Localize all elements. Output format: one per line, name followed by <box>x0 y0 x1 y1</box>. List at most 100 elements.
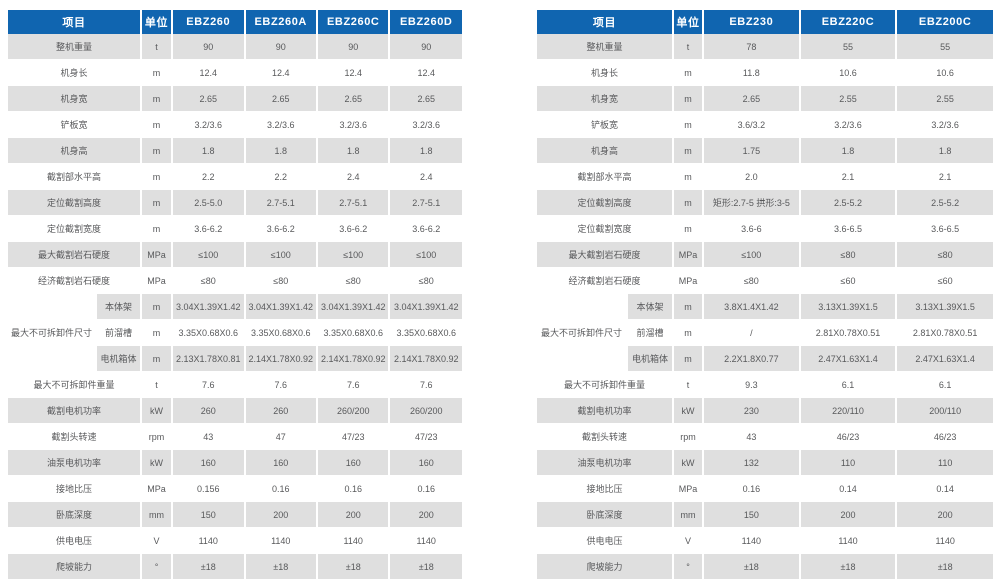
unit-cell: ° <box>673 553 705 580</box>
unit-cell: m <box>673 293 705 320</box>
table-row: 机身宽 m 2.65 2.55 2.55 <box>537 85 993 112</box>
value-cell: 1140 <box>703 527 801 554</box>
table-row: 最大不可拆卸件尺寸 本体架 m 3.04X1.39X1.42 3.04X1.39X1.4… <box>8 293 462 372</box>
spec-table-ebz230-series: 项目 单位 EBZ230 EBZ220C EBZ200C 整机重量 t 78 55 55 机身长 m 1… <box>537 10 993 580</box>
row-label-cell: 定位截割宽度 <box>8 215 143 242</box>
value-cell: 2.0 <box>703 163 801 190</box>
value-cell: 1140 <box>172 527 246 554</box>
value-cell: 2.55 <box>896 85 993 112</box>
value-cell: 260/200 <box>316 397 391 424</box>
value-cell: 46/23 <box>896 423 993 450</box>
value-cell: 3.6-6.5 <box>799 215 898 242</box>
value-cell: 3.35X0.68X0.6 <box>172 319 246 346</box>
value-cell: 矩形:2.7-5 拱形:3-5 <box>703 189 801 216</box>
value-cell: 1.8 <box>896 137 993 164</box>
value-cell: 3.04X1.39X1.42 <box>244 293 318 320</box>
unit-cell: MPa <box>673 241 705 268</box>
unit-cell: t <box>141 371 174 398</box>
table-row: 接地比压 MPa 0.156 0.16 0.16 0.16 <box>8 475 462 502</box>
row-label-cell: 机身宽 <box>8 85 143 112</box>
value-cell: ≤80 <box>172 267 246 294</box>
unit-cell: m <box>673 215 705 242</box>
value-cell: 160 <box>172 449 246 476</box>
group-label-cell: 最大不可拆卸件尺寸 <box>8 293 97 372</box>
value-cell: 3.2/3.6 <box>389 111 462 138</box>
value-cell: 2.14X1.78X0.92 <box>244 345 318 372</box>
value-cell: 3.2/3.6 <box>316 111 391 138</box>
row-label-cell: 卧底深度 <box>8 501 143 528</box>
value-cell: 2.55 <box>799 85 898 112</box>
unit-cell: kW <box>141 449 174 476</box>
value-cell: ±18 <box>172 553 246 580</box>
table-row: 经济截割岩石硬度 MPa ≤80 ≤60 ≤60 <box>537 267 993 294</box>
value-cell: 46/23 <box>799 423 898 450</box>
row-label-cell: 供电电压 <box>8 527 143 554</box>
value-cell: 3.6/3.2 <box>703 111 801 138</box>
value-cell: 150 <box>703 501 801 528</box>
header-model-column: EBZ260 <box>172 10 246 34</box>
value-cell: 0.16 <box>389 475 462 502</box>
header-model-column: EBZ230 <box>703 10 801 34</box>
row-label-cell: 机身长 <box>8 59 143 86</box>
table-row: 定位截割高度 m 矩形:2.7-5 拱形:3-5 2.5-5.2 2.5-5.2 <box>537 189 993 216</box>
value-cell: 12.4 <box>316 59 391 86</box>
unit-cell: m <box>673 345 705 372</box>
row-label-cell: 整机重量 <box>8 34 143 60</box>
value-cell: 2.65 <box>389 85 462 112</box>
row-label-cell: 定位截割高度 <box>8 189 143 216</box>
value-cell: 1140 <box>389 527 462 554</box>
row-label-cell: 爬坡能力 <box>537 553 675 580</box>
value-cell: 110 <box>799 449 898 476</box>
sub-label-cell: 前溜槽 <box>627 319 675 346</box>
value-cell: 2.14X1.78X0.92 <box>316 345 391 372</box>
value-cell: 1.8 <box>799 137 898 164</box>
value-cell: 3.04X1.39X1.42 <box>389 293 462 320</box>
value-cell: 200/110 <box>896 397 993 424</box>
group-label-cell: 最大不可拆卸件尺寸 <box>537 293 628 372</box>
row-label-cell: 整机重量 <box>537 34 675 60</box>
value-cell: 7.6 <box>389 371 462 398</box>
value-cell: 2.2 <box>244 163 318 190</box>
table-row: 定位截割高度 m 2.5-5.0 2.7-5.1 2.7-5.1 2.7-5.1 <box>8 189 462 216</box>
row-label-cell: 机身长 <box>537 59 675 86</box>
row-label-cell: 机身高 <box>8 137 143 164</box>
value-cell: ≤80 <box>316 267 391 294</box>
table-row: 截割部水平高 m 2.2 2.2 2.4 2.4 <box>8 163 462 190</box>
row-label-cell: 最大截割岩石硬度 <box>8 241 143 268</box>
value-cell: 200 <box>316 501 391 528</box>
unit-cell: m <box>141 59 174 86</box>
table-row: 电机箱体 m 2.2X1.8X0.77 2.47X1.63X1.4 2.47X1.63X… <box>537 345 993 372</box>
value-cell: 2.14X1.78X0.92 <box>389 345 462 372</box>
row-label-cell: 截割头转速 <box>8 423 143 450</box>
unit-cell: m <box>673 137 705 164</box>
value-cell: 260 <box>172 397 246 424</box>
unit-cell: m <box>141 85 174 112</box>
value-cell: 1.8 <box>244 137 318 164</box>
value-cell: 2.7-5.1 <box>316 189 391 216</box>
value-cell: ±18 <box>244 553 318 580</box>
table-row: 供电电压 V 1140 1140 1140 <box>537 527 993 554</box>
row-label-cell: 机身宽 <box>537 85 675 112</box>
value-cell: 2.7-5.1 <box>389 189 462 216</box>
value-cell: 160 <box>316 449 391 476</box>
value-cell: 2.13X1.78X0.81 <box>172 345 246 372</box>
row-label-cell: 截割电机功率 <box>8 397 143 424</box>
value-cell: 1140 <box>316 527 391 554</box>
value-cell: 78 <box>703 34 801 60</box>
value-cell: 3.13X1.39X1.5 <box>896 293 993 320</box>
value-cell: 1.8 <box>389 137 462 164</box>
header-model-column: EBZ260D <box>389 10 462 34</box>
value-cell: 2.1 <box>896 163 993 190</box>
value-cell: ≤80 <box>799 241 898 268</box>
table-row: 最大不可拆卸件尺寸 本体架 m 3.8X1.4X1.42 3.13X1.39X1.5 3.… <box>537 293 993 372</box>
value-cell: ≤60 <box>896 267 993 294</box>
value-cell: 2.1 <box>799 163 898 190</box>
table-row: 最大不可拆卸件重量 t 9.3 6.1 6.1 <box>537 371 993 398</box>
value-cell: ≤80 <box>703 267 801 294</box>
table-row: 铲板宽 m 3.2/3.6 3.2/3.6 3.2/3.6 3.2/3.6 <box>8 111 462 138</box>
value-cell: 2.7-5.1 <box>244 189 318 216</box>
table-row: 截割电机功率 kW 260 260 260/200 260/200 <box>8 397 462 424</box>
unit-cell: MPa <box>141 475 174 502</box>
value-cell: 3.2/3.6 <box>896 111 993 138</box>
value-cell: 1.8 <box>172 137 246 164</box>
